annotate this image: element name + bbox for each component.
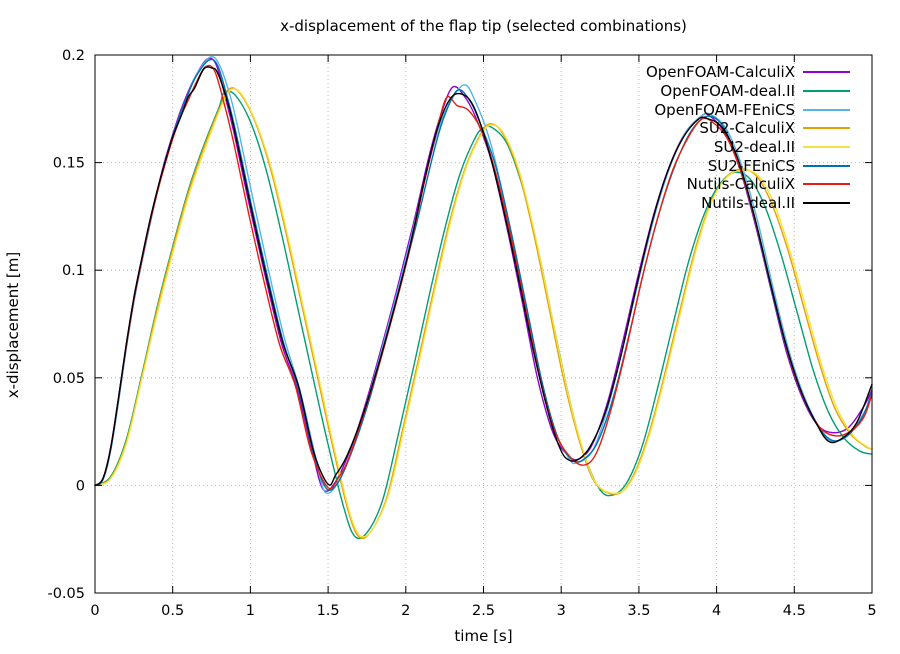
- x-tick-label: 3.5: [627, 603, 650, 619]
- legend-label: SU2-deal.II: [713, 138, 795, 157]
- series-line-Nutils-deal.II: [94, 66, 873, 487]
- legend-label: SU2-FEniCS: [707, 156, 795, 175]
- y-tick-label: 0.05: [53, 371, 85, 387]
- y-tick-label: 0.15: [53, 156, 85, 172]
- legend-item-OpenFOAM-FEniCS: OpenFOAM-FEniCS: [646, 100, 850, 119]
- series-line-SU2-deal.II: [94, 88, 873, 538]
- legend-line-sample: [803, 108, 850, 111]
- legend-item-Nutils-deal.II: Nutils-deal.II: [646, 194, 850, 213]
- legend-label: Nutils-deal.II: [701, 194, 795, 213]
- x-tick-label: 3: [557, 603, 566, 619]
- x-tick-label: 1.5: [317, 603, 340, 619]
- legend-line-sample: [803, 90, 850, 93]
- x-axis-label: time [s]: [454, 627, 513, 645]
- legend-item-SU2-deal.II: SU2-deal.II: [646, 138, 850, 157]
- legend-label: SU2-CalculiX: [699, 119, 795, 138]
- x-tick-label: 2: [401, 603, 410, 619]
- legend-line-sample: [803, 146, 850, 149]
- x-tick-label: 0: [90, 603, 99, 619]
- legend-line-sample: [803, 71, 850, 74]
- x-tick-label: 4: [712, 603, 721, 619]
- legend-item-OpenFOAM-CalculiX: OpenFOAM-CalculiX: [646, 63, 850, 82]
- x-tick-label: 4.5: [783, 603, 806, 619]
- legend-line-sample: [803, 183, 850, 186]
- legend-line-sample: [803, 202, 850, 205]
- x-tick-label: 2.5: [472, 603, 495, 619]
- x-tick-label: 5: [867, 603, 876, 619]
- legend-label: OpenFOAM-CalculiX: [645, 63, 795, 82]
- x-tick-label: 1: [246, 603, 255, 619]
- legend-item-Nutils-CalculiX: Nutils-CalculiX: [646, 175, 850, 194]
- legend: OpenFOAM-CalculiX OpenFOAM-deal.II OpenFOA…: [646, 63, 850, 213]
- y-tick-label: 0.2: [62, 48, 85, 64]
- y-tick-label: -0.05: [47, 586, 85, 602]
- y-axis-label: x-displacement [m]: [4, 251, 22, 399]
- legend-label: OpenFOAM-deal.II: [660, 82, 795, 101]
- legend-item-SU2-FEniCS: SU2-FEniCS: [646, 156, 850, 175]
- legend-item-SU2-CalculiX: SU2-CalculiX: [646, 119, 850, 138]
- legend-label: OpenFOAM-FEniCS: [654, 100, 795, 119]
- legend-line-sample: [803, 164, 850, 167]
- y-tick-label: 0: [76, 478, 85, 494]
- x-tick-label: 0.5: [161, 603, 184, 619]
- y-tick-label: 0.1: [62, 263, 85, 279]
- legend-item-OpenFOAM-deal.II: OpenFOAM-deal.II: [646, 82, 850, 101]
- legend-line-sample: [803, 127, 850, 130]
- legend-label: Nutils-CalculiX: [686, 175, 795, 194]
- chart-title: x-displacement of the flap tip (selected…: [280, 17, 687, 35]
